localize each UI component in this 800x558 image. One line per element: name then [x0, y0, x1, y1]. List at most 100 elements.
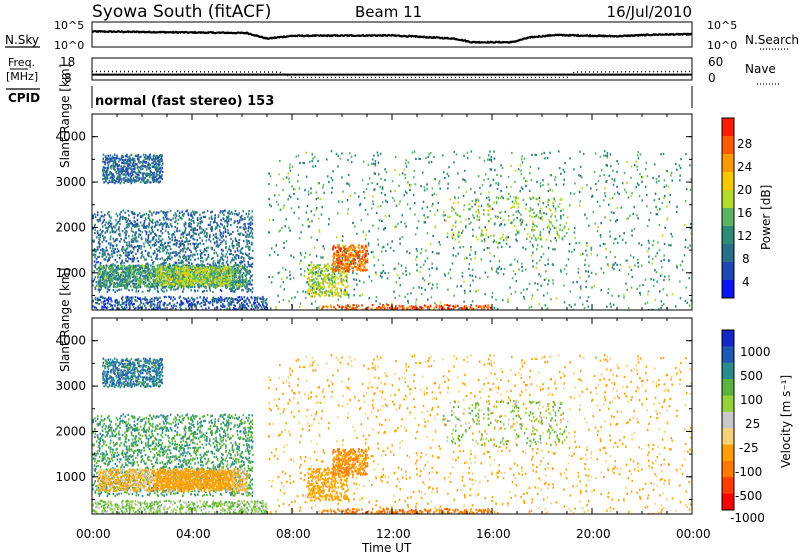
power-echo [342, 263, 344, 265]
power-echo [218, 245, 220, 247]
power-echo [401, 214, 403, 216]
power-echo [424, 289, 426, 291]
power-echo [346, 291, 348, 293]
power-echo [118, 164, 120, 166]
power-echo [423, 307, 425, 309]
power-echo [215, 275, 217, 277]
power-echo [254, 302, 256, 304]
power-echo [247, 255, 249, 257]
power-echo [173, 280, 175, 282]
power-echo [279, 160, 281, 162]
power-echo [96, 285, 98, 287]
power-echo [219, 264, 221, 266]
power-echo [193, 267, 195, 269]
power-echo [308, 276, 310, 278]
power-echo [137, 240, 139, 242]
power-echo [138, 286, 140, 288]
power-echo [177, 227, 179, 229]
power-echo [326, 275, 328, 277]
power-echo [102, 241, 104, 243]
power-echo [127, 247, 129, 249]
power-echo [346, 268, 348, 270]
power-echo [127, 177, 129, 179]
power-echo [283, 247, 285, 249]
power-echo [367, 258, 369, 260]
power-echo [172, 307, 174, 309]
power-echo [122, 285, 124, 287]
power-echo [110, 236, 112, 238]
power-echo [117, 163, 119, 165]
power-echo [178, 259, 180, 261]
power-echo [111, 275, 113, 277]
power-echo [400, 284, 402, 286]
power-echo [219, 226, 221, 228]
power-echo [122, 246, 124, 248]
power-echo [318, 182, 320, 184]
power-echo [234, 278, 236, 280]
power-echo [214, 249, 216, 251]
power-echo [125, 260, 127, 262]
power-echo [290, 170, 292, 172]
power-echo [227, 256, 229, 258]
power-echo [382, 186, 384, 188]
power-echo [227, 274, 229, 276]
power-echo [234, 274, 236, 276]
power-echo [212, 262, 214, 264]
power-echo [256, 304, 258, 306]
power-echo [167, 304, 169, 306]
power-echo [380, 205, 382, 207]
power-echo [369, 276, 371, 278]
power-echo [196, 267, 198, 269]
power-echo [344, 254, 346, 256]
power-echo [121, 262, 123, 264]
power-echo [405, 225, 407, 227]
power-echo [125, 217, 127, 219]
power-echo [138, 270, 140, 272]
power-echo [202, 267, 204, 269]
power-echo [134, 299, 136, 301]
power-echo [416, 264, 418, 266]
power-echo [128, 269, 130, 271]
power-echo [376, 296, 378, 298]
power-echo [298, 206, 300, 208]
power-echo [135, 290, 137, 292]
power-echo [240, 226, 242, 228]
power-echo [139, 230, 141, 232]
power-echo [300, 273, 302, 275]
power-echo [297, 198, 299, 200]
power-echo [319, 229, 321, 231]
power-echo [399, 200, 401, 202]
power-echo [331, 274, 333, 276]
power-echo [262, 303, 264, 305]
power-echo [307, 205, 309, 207]
power-echo [111, 227, 113, 229]
power-echo [293, 256, 295, 258]
power-echo [118, 303, 120, 305]
power-echo [166, 246, 168, 248]
power-echo [350, 195, 352, 197]
power-echo [240, 299, 242, 301]
power-echo [174, 298, 176, 300]
power-echo [120, 165, 122, 167]
power-echo [176, 230, 178, 232]
power-echo [359, 280, 361, 282]
power-echo [315, 271, 317, 273]
power-echo [367, 250, 369, 252]
power-echo [244, 284, 246, 286]
power-echo [363, 281, 365, 283]
power-echo [122, 230, 124, 232]
power-echo [416, 227, 418, 229]
power-echo [166, 218, 168, 220]
power-echo [173, 234, 175, 236]
power-echo [175, 220, 177, 222]
power-echo [371, 182, 373, 184]
power-echo [225, 241, 227, 243]
power-echo [434, 214, 436, 216]
power-echo [299, 263, 301, 265]
power-echo [431, 296, 433, 298]
power-echo [206, 297, 208, 299]
power-echo [136, 237, 138, 239]
power-echo [151, 259, 153, 261]
power-echo [130, 302, 132, 304]
power-echo [120, 238, 122, 240]
